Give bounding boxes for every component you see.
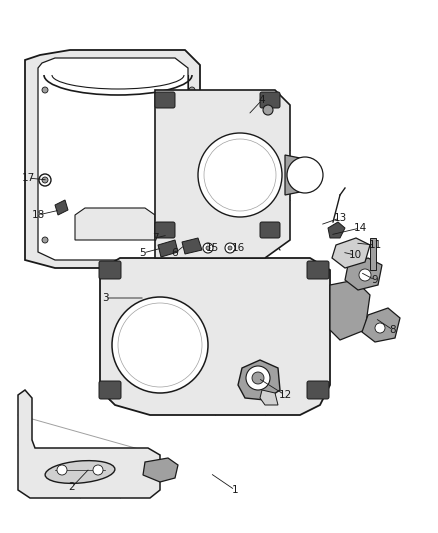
Polygon shape (345, 258, 382, 290)
Circle shape (206, 246, 210, 250)
Text: 12: 12 (279, 390, 292, 400)
Text: 16: 16 (231, 243, 245, 253)
Text: 4: 4 (259, 95, 265, 105)
Polygon shape (238, 360, 280, 400)
Text: 18: 18 (32, 210, 45, 220)
FancyBboxPatch shape (99, 261, 121, 279)
Polygon shape (100, 258, 330, 415)
Circle shape (203, 243, 213, 253)
Polygon shape (143, 458, 178, 482)
Polygon shape (158, 240, 178, 257)
Text: 10: 10 (349, 250, 361, 260)
Circle shape (39, 174, 51, 186)
Polygon shape (332, 238, 370, 268)
Circle shape (228, 246, 232, 250)
Circle shape (189, 87, 195, 93)
Polygon shape (285, 155, 318, 195)
Circle shape (252, 372, 264, 384)
Circle shape (263, 105, 273, 115)
Text: 8: 8 (390, 325, 396, 335)
Ellipse shape (45, 461, 115, 483)
Polygon shape (25, 50, 210, 268)
Polygon shape (155, 90, 290, 258)
Text: 1: 1 (232, 485, 238, 495)
Text: 11: 11 (368, 240, 381, 250)
FancyBboxPatch shape (307, 381, 329, 399)
Circle shape (42, 177, 48, 183)
Text: 3: 3 (102, 293, 108, 303)
Text: 13: 13 (333, 213, 346, 223)
Circle shape (198, 133, 282, 217)
Polygon shape (38, 58, 198, 260)
Text: 14: 14 (353, 223, 367, 233)
Text: 7: 7 (152, 233, 158, 243)
Text: 2: 2 (69, 482, 75, 492)
Polygon shape (260, 390, 278, 405)
Text: 6: 6 (172, 248, 178, 258)
Circle shape (42, 177, 48, 183)
Circle shape (189, 237, 195, 243)
Circle shape (57, 465, 67, 475)
FancyBboxPatch shape (260, 222, 280, 238)
FancyBboxPatch shape (155, 222, 175, 238)
Circle shape (375, 323, 385, 333)
Circle shape (287, 157, 323, 193)
Circle shape (359, 269, 371, 281)
FancyBboxPatch shape (155, 92, 175, 108)
Polygon shape (55, 200, 68, 215)
Circle shape (225, 243, 235, 253)
Polygon shape (370, 238, 376, 270)
FancyBboxPatch shape (260, 92, 280, 108)
Polygon shape (75, 208, 155, 240)
Polygon shape (182, 238, 202, 254)
Polygon shape (18, 390, 160, 498)
Text: 9: 9 (372, 275, 378, 285)
Polygon shape (330, 280, 370, 340)
Text: 5: 5 (140, 248, 146, 258)
Circle shape (246, 366, 270, 390)
Circle shape (42, 87, 48, 93)
Polygon shape (362, 308, 400, 342)
Circle shape (42, 237, 48, 243)
Polygon shape (328, 222, 345, 238)
Circle shape (189, 177, 195, 183)
Circle shape (112, 297, 208, 393)
Text: 15: 15 (205, 243, 219, 253)
FancyBboxPatch shape (307, 261, 329, 279)
Circle shape (93, 465, 103, 475)
Text: 17: 17 (21, 173, 35, 183)
FancyBboxPatch shape (99, 381, 121, 399)
